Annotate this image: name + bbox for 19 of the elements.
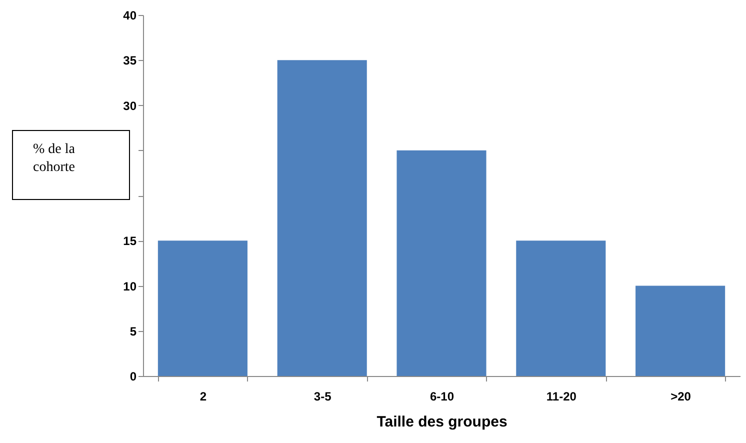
x-tick-label: 11-20 [546,390,577,404]
y-tick-label: 0 [130,370,137,384]
y-tick-label: 5 [130,324,137,338]
y-tick-label: 40 [123,8,137,22]
bar [396,150,486,376]
bar [636,286,726,376]
y-axis-title: % de la cohorte [12,130,130,200]
x-tick-label: 2 [200,390,207,404]
y-tick-label: 35 [123,54,137,68]
bar [516,240,606,376]
x-tick-label: 6-10 [430,390,454,404]
y-tick-label: 10 [123,279,137,294]
x-axis-title: Taille des groupes [376,414,508,430]
x-tick-label: 3-5 [314,390,332,404]
bar [277,60,367,376]
bar [158,240,248,376]
x-tick-label: >20 [670,390,692,404]
y-tick-label: 30 [123,98,137,113]
y-tick-label: 15 [123,234,137,248]
